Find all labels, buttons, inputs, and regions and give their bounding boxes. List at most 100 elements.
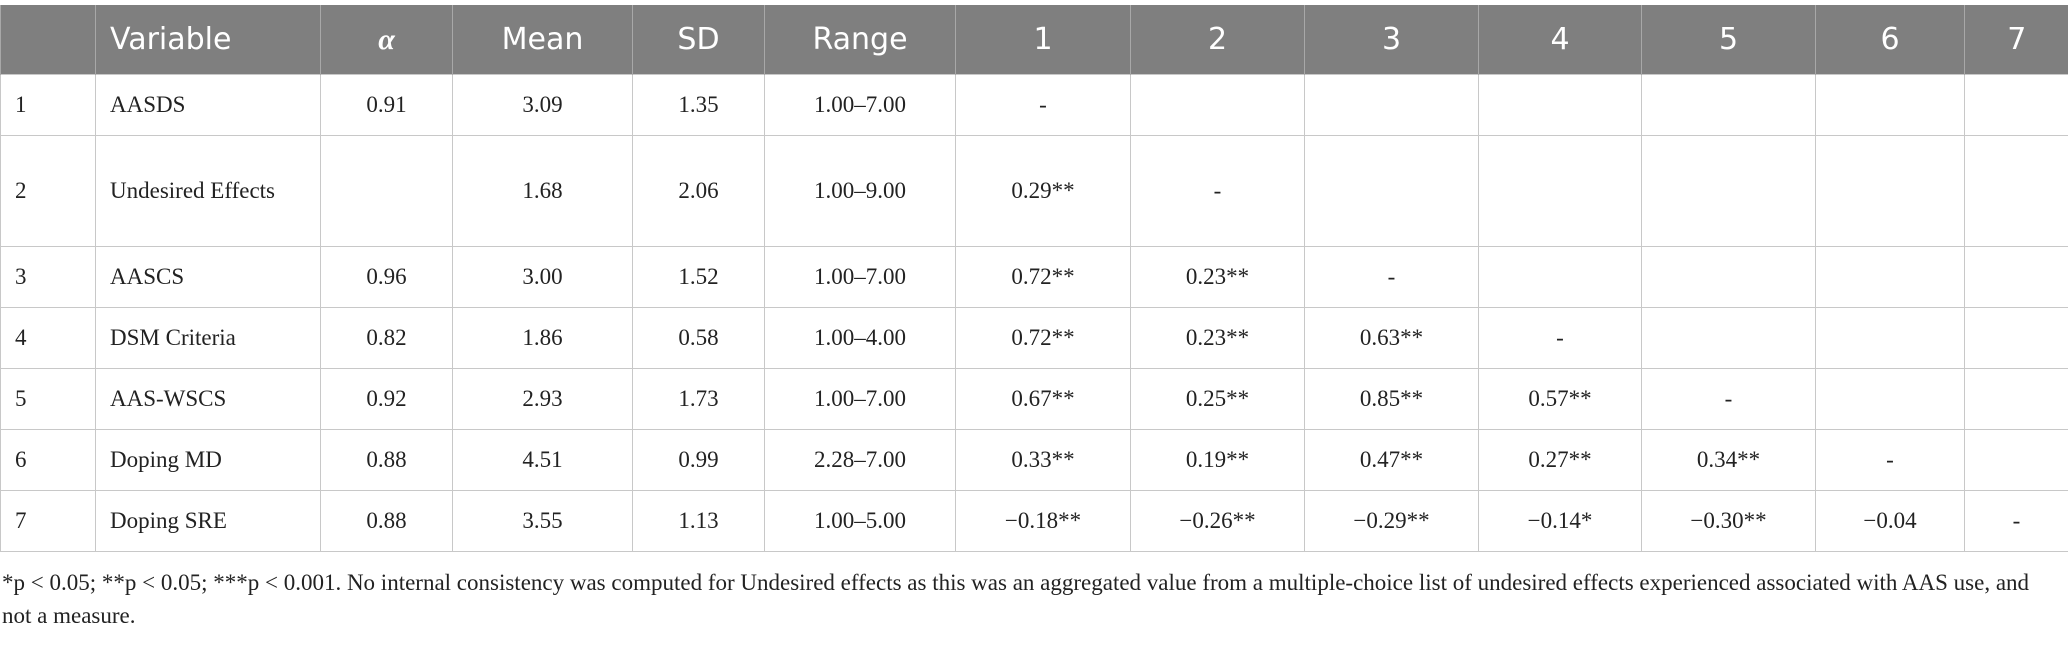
table-cell: 0.72** [955,307,1131,369]
table-cell [1641,135,1816,247]
table-cell: - [1478,307,1642,369]
table-cell: 2.06 [632,135,765,247]
column-header: α [320,5,453,75]
table-cell: 1 [0,74,96,136]
table-cell [1641,74,1816,136]
table-cell: 0.47** [1304,429,1479,491]
column-header: SD [632,5,765,75]
table-cell: 0.25** [1130,368,1305,430]
table-cell: 0.19** [1130,429,1305,491]
table-cell: 0.91 [320,74,453,136]
table-cell [1964,307,2068,369]
correlation-table: Variable α Mean SD Range 1 2 3 4 5 6 7 1 AASDS 0.91 3.… [0,5,2068,552]
table-cell: 0.27** [1478,429,1642,491]
table-cell: - [1641,368,1816,430]
column-header: Range [764,5,956,75]
table-cell: Doping SRE [95,490,321,552]
table-cell: - [955,74,1131,136]
column-header: 5 [1641,5,1816,75]
table-row: 6 Doping MD 0.88 4.51 0.99 2.28–7.00 0.33** 0.1… [0,429,2068,491]
table-cell: 0.57** [1478,368,1642,430]
table-cell: 0.85** [1304,368,1479,430]
column-header: 4 [1478,5,1642,75]
table-cell: 1.00–4.00 [764,307,956,369]
table-cell: - [1304,246,1479,308]
table-cell: 0.29** [955,135,1131,247]
table-cell: 1.00–7.00 [764,246,956,308]
table-cell: 7 [0,490,96,552]
table-cell: 6 [0,429,96,491]
table-cell: 3.00 [452,246,633,308]
table-row: 4 DSM Criteria 0.82 1.86 0.58 1.00–4.00 0.72**… [0,307,2068,369]
table-cell [1815,246,1965,308]
table-cell [1964,74,2068,136]
table-cell: 3 [0,246,96,308]
table-cell: 0.63** [1304,307,1479,369]
table-cell [1815,368,1965,430]
table-cell: 1.00–7.00 [764,368,956,430]
table-cell: - [1130,135,1305,247]
table-cell: 1.68 [452,135,633,247]
table-cell: 2.93 [452,368,633,430]
table-row: 3 AASCS 0.96 3.00 1.52 1.00–7.00 0.72** 0.23** - [0,246,2068,308]
table-row: 5 AAS-WSCS 0.92 2.93 1.73 1.00–7.00 0.67** 0.25… [0,368,2068,430]
table-cell: 0.82 [320,307,453,369]
table-cell: 0.72** [955,246,1131,308]
table-cell [1130,74,1305,136]
table-cell: AASDS [95,74,321,136]
table-cell: 0.96 [320,246,453,308]
table-row: 2 Undesired Effects 1.68 2.06 1.00–9.00 0.29*… [0,135,2068,247]
table-cell: −0.14* [1478,490,1642,552]
table-cell: 0.33** [955,429,1131,491]
table-cell [1964,246,2068,308]
table-cell: 1.00–7.00 [764,74,956,136]
header-row: Variable α Mean SD Range 1 2 3 4 5 6 7 [0,5,2068,75]
table-cell: 2.28–7.00 [764,429,956,491]
table-cell [1478,246,1642,308]
table-cell [1478,135,1642,247]
table-cell: 1.13 [632,490,765,552]
table-row: 1 AASDS 0.91 3.09 1.35 1.00–7.00- [0,74,2068,136]
table-cell: AASCS [95,246,321,308]
table-cell: 1.52 [632,246,765,308]
column-header: 7 [1964,5,2068,75]
column-header: 6 [1815,5,1965,75]
table-cell: AAS-WSCS [95,368,321,430]
table-cell [1304,74,1479,136]
table-cell: 0.34** [1641,429,1816,491]
table-cell: 1.73 [632,368,765,430]
table-cell [1304,135,1479,247]
table-cell: DSM Criteria [95,307,321,369]
column-header: Variable [95,5,321,75]
table-cell [1815,135,1965,247]
table-cell [320,135,453,247]
table-cell: 0.23** [1130,246,1305,308]
table-cell: 0.67** [955,368,1131,430]
table-cell: 5 [0,368,96,430]
table-cell [1478,74,1642,136]
table-cell: −0.26** [1130,490,1305,552]
table-cell: 4 [0,307,96,369]
column-header [0,5,96,75]
table-cell: −0.30** [1641,490,1816,552]
table-cell: 1.86 [452,307,633,369]
table-cell [1964,368,2068,430]
table-cell [1815,74,1965,136]
table-cell: 3.55 [452,490,633,552]
table-cell [1964,429,2068,491]
table-cell: 0.58 [632,307,765,369]
table-cell: −0.29** [1304,490,1479,552]
table-cell: Doping MD [95,429,321,491]
column-header: 2 [1130,5,1305,75]
table-cell: 0.23** [1130,307,1305,369]
table-cell: 4.51 [452,429,633,491]
table-cell: 0.92 [320,368,453,430]
table-cell: - [1964,490,2068,552]
table-cell: −0.04 [1815,490,1965,552]
table-cell [1815,307,1965,369]
table-cell: 0.88 [320,429,453,491]
table-cell [1964,135,2068,247]
table-cell: 1.00–5.00 [764,490,956,552]
table-cell [1641,307,1816,369]
